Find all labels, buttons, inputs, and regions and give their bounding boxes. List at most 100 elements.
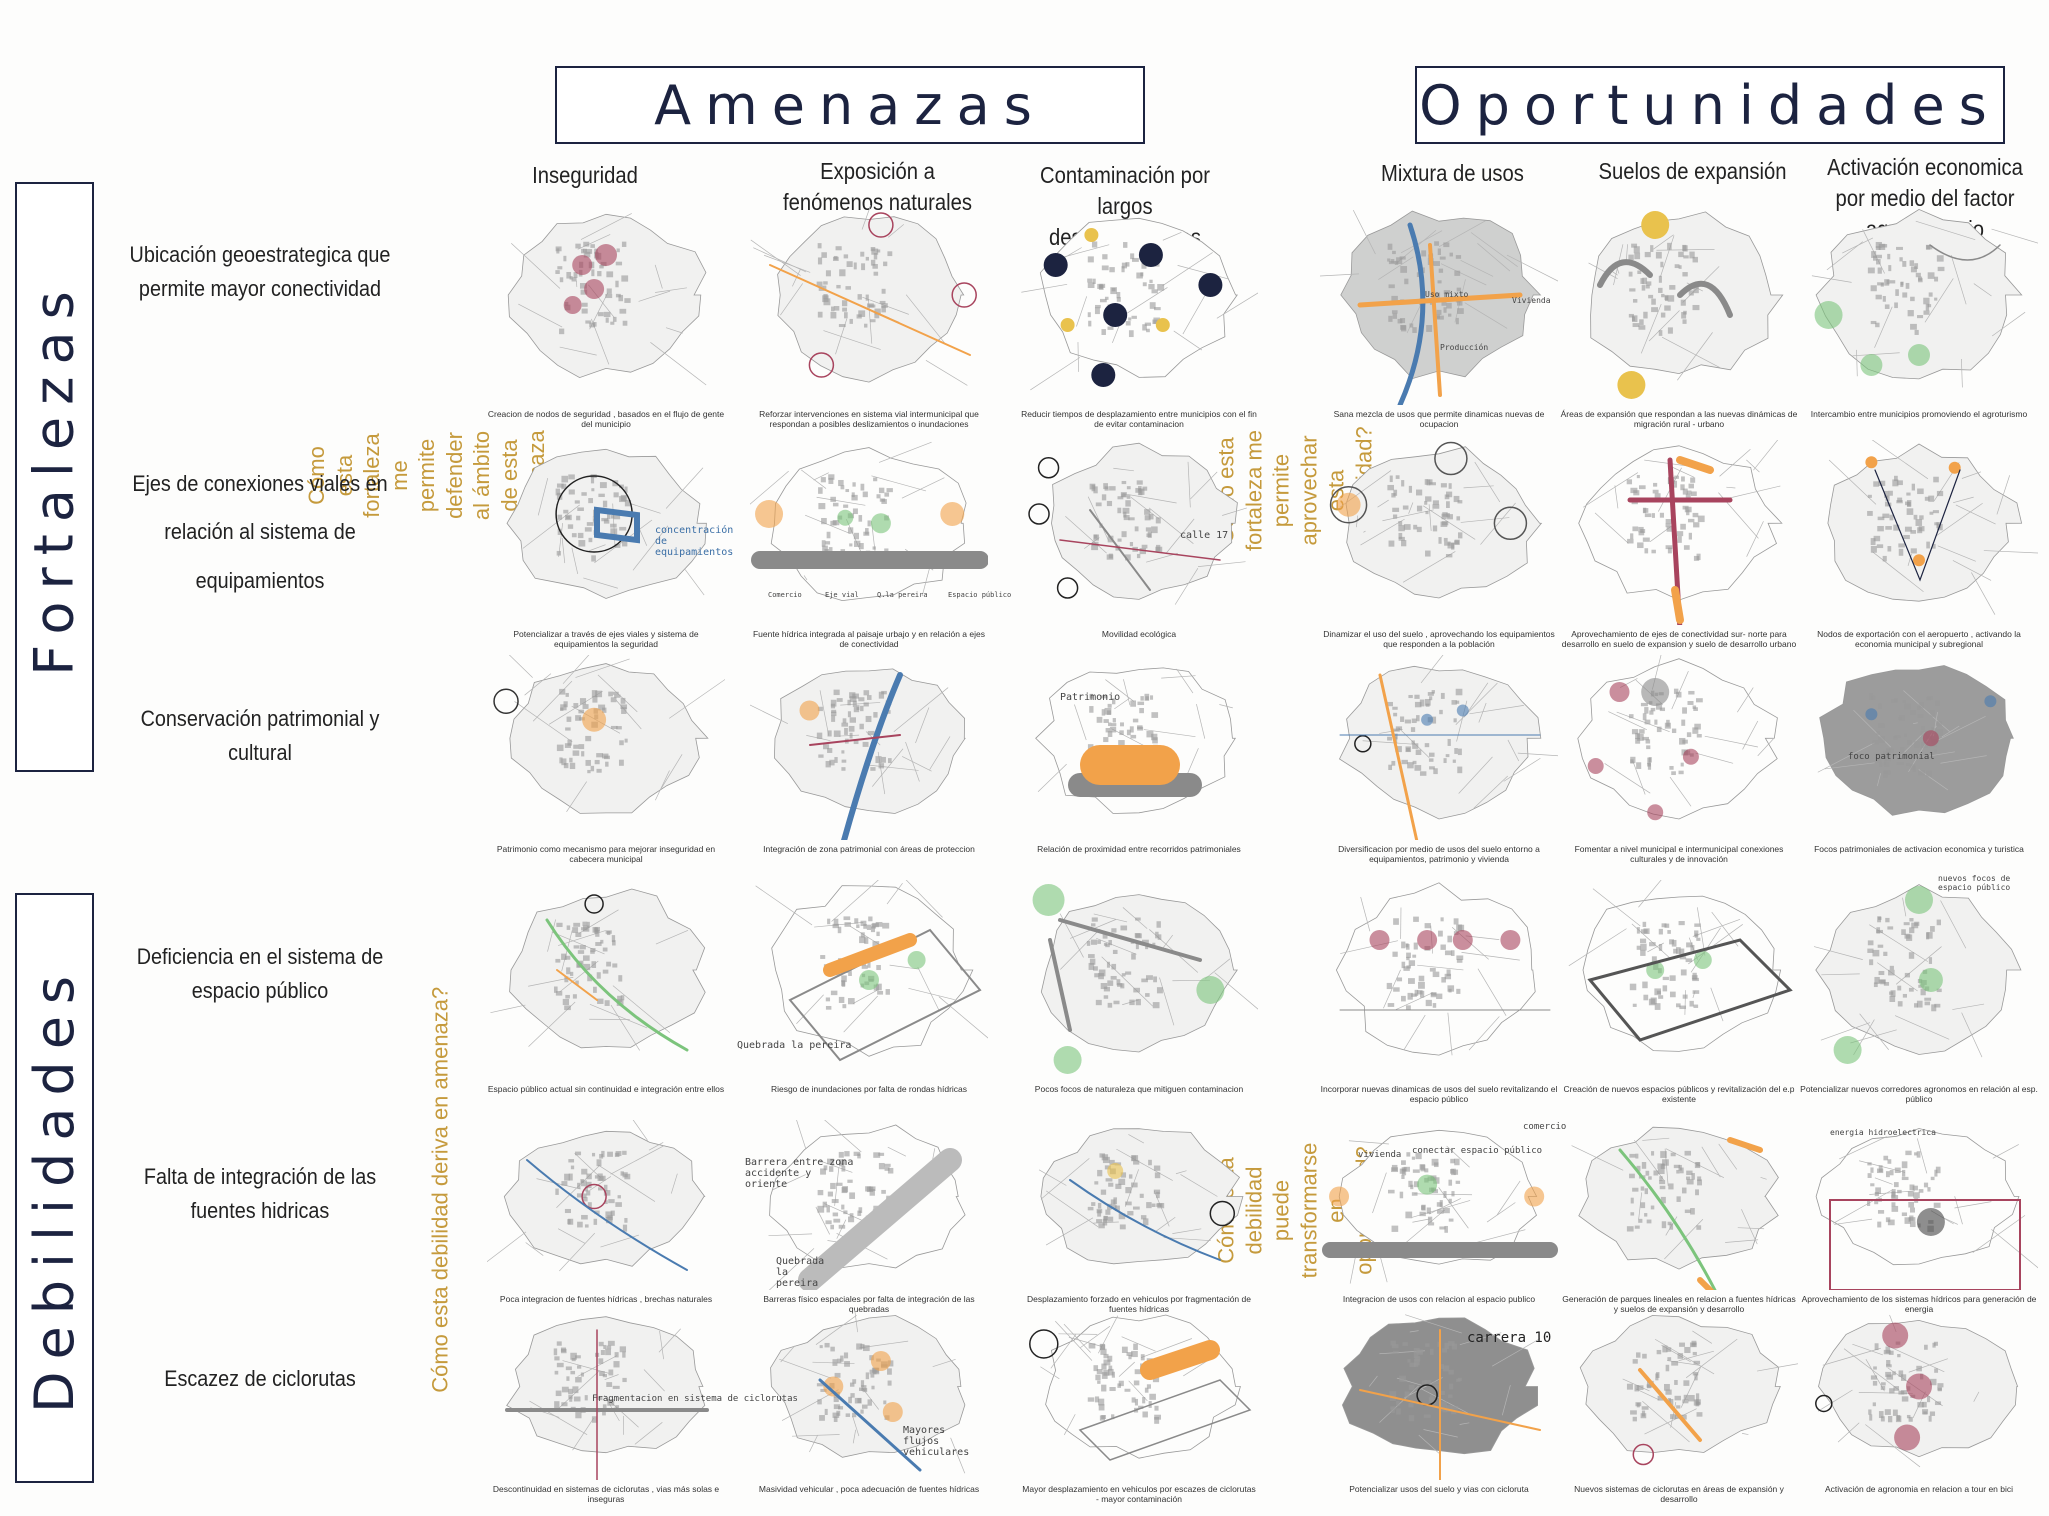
sketch-caption: Patrimonio como mecanismo para mejorar i… xyxy=(496,844,716,865)
sketch-map-illustration xyxy=(1335,882,1551,1056)
column-header-exposicion: Exposición a fenómenos naturales xyxy=(782,158,973,216)
label-fragmentacion: Fragmentacion en sistema de ciclorutas xyxy=(592,1394,798,1404)
sketch-map-illustration xyxy=(1320,209,1558,405)
sketch-caption: Integración de zona patrimonial con área… xyxy=(763,844,975,854)
sketch-caption: Movilidad ecológica xyxy=(1101,629,1177,639)
sketch-caption: Barreras físico espaciales por falta de … xyxy=(763,1294,975,1315)
sketch-cell: Potencializar a través de ejes viales y … xyxy=(487,440,725,655)
sketch-cell: Integración de zona patrimonial con área… xyxy=(750,655,988,870)
sketch-caption: Creación de nuevos espacios públicos y r… xyxy=(1563,1084,1795,1105)
question-weakness-opportunity: Cómo esta debilidad puede transformarse … xyxy=(1213,1142,1377,1278)
label-flujos: Mayores flujos vehiculares xyxy=(903,1425,970,1458)
column-header-mixtura: Mixtura de usos xyxy=(1381,160,1524,186)
sketch-map-illustration xyxy=(1028,442,1247,605)
sketch-caption: Fomentar a nivel municipal e intermunici… xyxy=(1574,844,1784,865)
sketch-caption: Reforzar intervenciones en sistema vial … xyxy=(759,409,979,430)
sketch-cell: Riesgo de inundaciones por falta de rond… xyxy=(750,880,988,1110)
sketch-caption: Fuente hídrica integrada al paisaje urba… xyxy=(752,629,985,650)
sketch-caption: Generación de parques lineales en relaci… xyxy=(1562,1294,1796,1315)
column-header-suelos: Suelos de expansión xyxy=(1598,158,1787,184)
sketch-map-illustration xyxy=(1815,1314,2019,1468)
sketch-cell: Creación de nuevos espacios públicos y r… xyxy=(1560,880,1798,1110)
sketch-caption: Intercambio entre municipios promoviendo… xyxy=(1810,409,2028,419)
sketch-caption: Desplazamiento forzado en vehiculos por … xyxy=(1027,1294,1251,1315)
label-produccion: Producción xyxy=(1440,343,1489,352)
sketch-map-illustration xyxy=(1038,1128,1244,1265)
label-barrera: Barrera entre zona accidente y oriente xyxy=(745,1157,854,1190)
sketch-caption: Potencializar nuevos corredores agronomo… xyxy=(1800,1084,2038,1105)
sketch-cell: Mayor desplazamiento en vehiculos por es… xyxy=(1020,1310,1258,1510)
sketch-map-illustration xyxy=(1571,1126,1779,1290)
sketch-map-illustration xyxy=(490,888,706,1052)
sketch-map-illustration xyxy=(1579,1315,1798,1466)
sketch-cell: Creacion de nodos de seguridad , basados… xyxy=(487,205,725,435)
sketch-caption: Masividad vehicular , poca adecuación de… xyxy=(758,1484,980,1494)
sketch-map-illustration xyxy=(1578,440,1783,625)
sketch-cell: Dinamizar el uso del suelo , aprovechand… xyxy=(1320,440,1558,655)
sketch-caption: Nuevos sistemas de ciclorutas en áreas d… xyxy=(1574,1484,1784,1505)
question-strength-threat: Cómo esta fortaleza me permite defender … xyxy=(303,430,577,521)
row-header-conservacion: Conservación patrimonial y cultural xyxy=(140,706,380,766)
sketch-caption: Potencializar usos del suelo y vias con … xyxy=(1349,1484,1529,1494)
sketch-cell: Descontinuidad en sistemas de ciclorutas… xyxy=(487,1310,725,1510)
sketch-map-illustration xyxy=(506,448,707,599)
sketch-cell: Masividad vehicular , poca adecuación de… xyxy=(750,1310,988,1510)
strengths-label: Fortalezas xyxy=(23,278,86,676)
sketch-cell: Fuente hídrica integrada al paisaje urba… xyxy=(750,440,988,655)
sketch-cell: Movilidad ecológica xyxy=(1020,440,1258,655)
sketch-map-illustration xyxy=(507,213,707,386)
sketch-cell: Generación de parques lineales en relaci… xyxy=(1560,1120,1798,1320)
sketch-map-illustration xyxy=(1813,884,2022,1064)
sketch-caption: Aprovechamiento de ejes de conectividad … xyxy=(1561,629,1797,650)
sketch-cell: Integracion de usos con relacion al espa… xyxy=(1320,1120,1558,1320)
question-weakness-threat: Cómo esta debilidad deriva en amenaza? xyxy=(427,986,453,1394)
sketch-map-illustration xyxy=(1338,655,1558,840)
sketch-cell: Sana mezcla de usos que permite dinamica… xyxy=(1320,205,1558,435)
sketch-caption: Integracion de usos con relacion al espa… xyxy=(1342,1294,1536,1304)
label-nuevos-focos: nuevos focos de espacio público xyxy=(1938,874,2011,892)
label-energia: energia hidroelectrica xyxy=(1830,1128,1936,1137)
sketch-caption: Riesgo de inundaciones por falta de rond… xyxy=(770,1084,968,1094)
label-q-pereira: Q.la pereira xyxy=(877,591,928,599)
question-strength-opportunity: Cómo esta fortaleza me permite aprovecha… xyxy=(1213,426,1377,554)
sketch-map-illustration xyxy=(1827,440,2038,615)
sketch-caption: Aprovechamiento de los sistemas hídricos… xyxy=(1801,1294,2037,1315)
sketch-cell: Fomentar a nivel municipal e intermunici… xyxy=(1560,655,1798,870)
sketch-caption: Sana mezcla de usos que permite dinamica… xyxy=(1333,409,1545,430)
sketch-cell: Poca integracion de fuentes hídricas , b… xyxy=(487,1120,725,1320)
sketch-cell: Potencializar nuevos corredores agronomo… xyxy=(1800,880,2038,1110)
sketch-caption: Diversificacion por medio de usos del su… xyxy=(1338,844,1540,865)
sketch-caption: Descontinuidad en sistemas de ciclorutas… xyxy=(492,1484,720,1505)
label-vivienda: Vivienda xyxy=(1512,296,1551,305)
sketch-caption: Poca integracion de fuentes hídricas , b… xyxy=(499,1294,713,1304)
sketch-map-illustration xyxy=(1021,217,1258,391)
sketch-cell: Patrimonio como mecanismo para mejorar i… xyxy=(487,655,725,870)
label-comercio2: comercio xyxy=(1523,1122,1567,1132)
sketch-cell: Activación de agronomia en relacion a to… xyxy=(1800,1310,2038,1510)
sketch-map-illustration xyxy=(1577,655,1778,821)
label-conectar: conectar espacio público xyxy=(1412,1146,1543,1156)
sketch-caption: Focos patrimoniales de activacion econom… xyxy=(1814,844,2024,854)
sketch-cell: Áreas de expansión que respondan a las n… xyxy=(1560,205,1798,435)
sketch-cell: Reducir tiempos de desplazamiento entre … xyxy=(1020,205,1258,435)
sketch-cell: Potencializar usos del suelo y vias con … xyxy=(1320,1310,1558,1510)
sketch-map-illustration xyxy=(750,668,966,840)
sketch-caption: Potencializar a través de ejes viales y … xyxy=(513,629,699,650)
sketch-map-illustration xyxy=(1341,1314,1541,1480)
sketch-cell: Intercambio entre municipios promoviendo… xyxy=(1800,205,2038,435)
sketch-cell: Espacio público actual sin continuidad e… xyxy=(487,880,725,1110)
sketch-map-illustration xyxy=(750,441,988,602)
sketch-cell: Desplazamiento forzado en vehiculos por … xyxy=(1020,1120,1258,1320)
sketch-cell: Aprovechamiento de los sistemas hídricos… xyxy=(1800,1120,2038,1320)
sketch-map-illustration xyxy=(1329,441,1543,599)
sketch-caption: Relación de proximidad entre recorridos … xyxy=(1037,844,1241,854)
label-foco: foco patrimonial xyxy=(1848,752,1935,762)
sketch-map-illustration xyxy=(1811,208,2038,388)
sketch-map-illustration xyxy=(493,655,725,814)
sketch-map-illustration xyxy=(1032,884,1258,1074)
sketch-map-illustration xyxy=(1322,1129,1558,1284)
weaknesses-label: Debilidades xyxy=(23,963,86,1413)
sketch-caption: Mayor desplazamiento en vehiculos por es… xyxy=(1022,1484,1256,1505)
row-header-integracion: Falta de integración de las fuentes hidr… xyxy=(143,1164,377,1224)
sketch-caption: Incorporar nuevas dinamicas de usos del … xyxy=(1320,1084,1558,1105)
